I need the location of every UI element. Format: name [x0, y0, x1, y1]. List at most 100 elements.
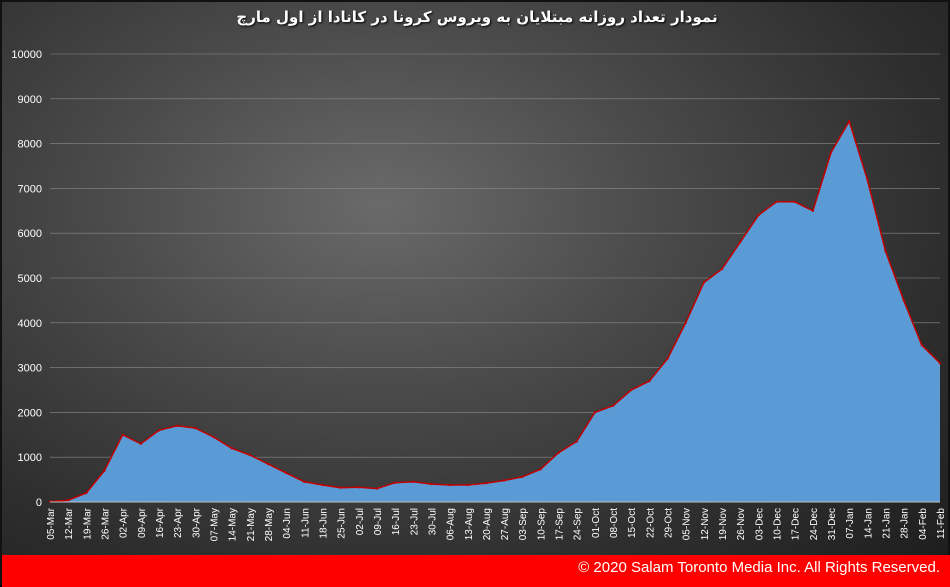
- data-point: [920, 344, 924, 347]
- data-point: [847, 120, 851, 123]
- data-point: [157, 429, 161, 432]
- data-point: [303, 480, 306, 484]
- x-tick-label: 08-Oct: [609, 508, 620, 538]
- data-point: [720, 267, 724, 271]
- data-point: [85, 491, 88, 495]
- data-point: [666, 357, 669, 360]
- x-tick-label: 01-Oct: [591, 508, 602, 538]
- data-point: [212, 435, 215, 439]
- data-point: [466, 483, 469, 487]
- data-point: [194, 426, 197, 430]
- x-tick-label: 20-Aug: [482, 508, 493, 540]
- x-tick-label: 14-May: [228, 508, 239, 541]
- x-tick-label: 07-May: [209, 508, 220, 541]
- x-tick-label: 30-Jul: [427, 508, 438, 535]
- x-tick-label: 03-Sep: [518, 508, 529, 541]
- y-tick-label: 5000: [18, 273, 42, 285]
- x-tick-label: 13-Aug: [464, 508, 475, 540]
- x-tick-label: 15-Oct: [627, 508, 638, 538]
- x-tick-label: 03-Dec: [754, 508, 765, 540]
- data-point: [393, 481, 397, 484]
- y-tick-label: 0: [36, 497, 42, 509]
- data-point: [284, 471, 288, 475]
- x-tick-label: 07-Jan: [845, 508, 856, 539]
- y-tick-label: 2000: [18, 407, 42, 419]
- data-point: [648, 379, 651, 383]
- data-point: [884, 249, 887, 253]
- data-point: [66, 499, 70, 502]
- x-tick-label: 19-Nov: [718, 508, 729, 540]
- area-fill: [50, 121, 940, 502]
- y-tick-label: 6000: [18, 228, 42, 240]
- x-tick-label: 12-Mar: [64, 507, 75, 539]
- data-point: [430, 482, 433, 486]
- x-tick-label: 04-Jun: [282, 508, 293, 539]
- x-tick-label: 10-Sep: [536, 508, 547, 541]
- data-point: [230, 447, 233, 450]
- x-tick-label: 23-Jul: [409, 508, 420, 535]
- y-tick-label: 3000: [18, 363, 42, 375]
- area-chart: 0 1000 2000 3000 4000 5000 6000 7000 8000 9000 100…: [11, 49, 947, 541]
- x-tick-label: 25-Jun: [337, 508, 348, 539]
- x-tick-label: 09-Jul: [373, 508, 384, 535]
- data-point: [793, 200, 796, 204]
- data-point: [103, 469, 106, 472]
- x-tick-label: 31-Dec: [827, 508, 838, 540]
- y-tick-label: 7000: [18, 183, 42, 195]
- data-point: [357, 486, 360, 489]
- x-tick-label: 26-Nov: [736, 508, 747, 540]
- y-tick-label: 10000: [11, 49, 42, 61]
- x-tick-label: 17-Dec: [791, 508, 802, 540]
- x-tick-label: 24-Dec: [809, 508, 820, 540]
- data-point: [175, 424, 179, 428]
- data-point: [938, 361, 942, 365]
- x-tick-label: 16-Apr: [155, 507, 166, 538]
- x-tick-label: 12-Nov: [700, 508, 711, 540]
- data-point: [266, 462, 270, 466]
- data-point: [575, 440, 578, 443]
- x-tick-label: 30-Apr: [191, 507, 202, 538]
- data-point: [902, 299, 905, 302]
- x-tick-label: 28-May: [264, 508, 275, 541]
- x-tick-label: 06-Aug: [446, 508, 457, 540]
- x-tick-label: 17-Sep: [555, 508, 566, 541]
- data-point: [702, 281, 706, 284]
- x-tick-label: 02-Jul: [355, 508, 366, 535]
- x-tick-label: 16-Jul: [391, 508, 402, 535]
- data-point: [866, 178, 869, 181]
- data-point: [502, 479, 506, 482]
- x-tick-label: 05-Nov: [682, 508, 693, 540]
- data-point: [521, 475, 524, 479]
- y-tick-label: 9000: [18, 94, 42, 106]
- x-tick-label: 04-Feb: [918, 508, 929, 540]
- x-tick-label: 23-Apr: [173, 507, 184, 538]
- data-point: [557, 451, 560, 454]
- x-tick-label: 10-Dec: [773, 508, 784, 540]
- copyright-text: © 2020 Salam Toronto Media Inc. All Righ…: [578, 559, 940, 576]
- x-tick-label: 27-Aug: [500, 508, 511, 540]
- x-tick-label: 09-Apr: [137, 507, 148, 538]
- x-tick-label: 11-Feb: [936, 508, 947, 539]
- data-point: [739, 240, 742, 244]
- chart-title: نمودار تعداد روزانه مبتلایان به ویروس کر…: [236, 8, 718, 26]
- y-tick-label: 8000: [18, 139, 42, 151]
- data-point: [321, 483, 324, 487]
- x-tick-label: 22-Oct: [645, 508, 656, 538]
- data-point: [811, 209, 815, 212]
- data-point: [775, 200, 778, 204]
- data-point: [630, 388, 633, 392]
- x-tick-label: 29-Oct: [664, 508, 675, 538]
- data-point: [121, 433, 124, 436]
- data-point: [829, 151, 833, 154]
- x-tick-label: 19-Mar: [82, 507, 93, 539]
- y-tick-label: 1000: [18, 452, 42, 464]
- data-point: [611, 404, 615, 407]
- x-tick-label: 21-May: [246, 508, 257, 541]
- data-point: [448, 483, 451, 487]
- x-tick-label: 18-Jun: [318, 508, 329, 539]
- x-tick-label: 21-Jan: [882, 508, 893, 539]
- data-point: [339, 486, 342, 489]
- data-point: [757, 214, 760, 217]
- x-tick-label: 14-Jan: [863, 508, 874, 539]
